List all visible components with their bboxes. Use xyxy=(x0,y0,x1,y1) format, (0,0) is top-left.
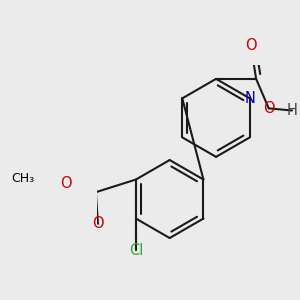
Text: Cl: Cl xyxy=(129,243,143,258)
Text: O: O xyxy=(61,176,72,191)
Text: O: O xyxy=(263,101,274,116)
Text: O: O xyxy=(245,38,257,52)
Text: N: N xyxy=(244,91,255,106)
Text: O: O xyxy=(92,216,104,231)
Text: H: H xyxy=(286,103,297,118)
Text: CH₃: CH₃ xyxy=(12,172,35,185)
